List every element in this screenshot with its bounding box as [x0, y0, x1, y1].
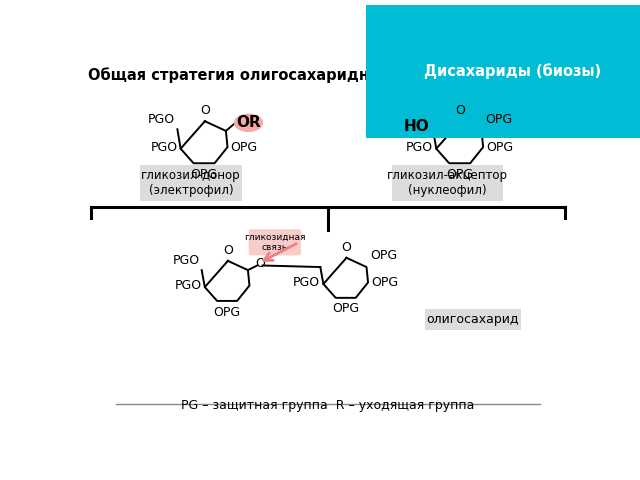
Text: PGO: PGO: [406, 141, 433, 154]
Text: OPG: OPG: [371, 250, 397, 263]
Text: PGO: PGO: [148, 113, 175, 126]
Text: OPG: OPG: [486, 141, 513, 154]
Text: OPG: OPG: [214, 306, 241, 319]
Text: Общая стратегия олигосахаридного синтеза: Общая стратегия олигосахаридного синтеза: [88, 67, 467, 83]
Text: PGO: PGO: [293, 276, 320, 289]
FancyBboxPatch shape: [140, 166, 242, 201]
Text: OPG: OPG: [230, 141, 258, 154]
Text: гликозил-акцептор
(нуклеофил): гликозил-акцептор (нуклеофил): [387, 169, 508, 197]
Text: PGO: PGO: [150, 141, 177, 154]
Text: OPG: OPG: [446, 168, 473, 181]
FancyBboxPatch shape: [249, 229, 301, 255]
Text: PGO: PGO: [172, 254, 200, 267]
FancyBboxPatch shape: [392, 166, 503, 201]
Text: O: O: [255, 257, 265, 270]
Text: O: O: [223, 244, 233, 257]
Text: Дисахариды (биозы): Дисахариды (биозы): [424, 64, 602, 80]
Text: OPG: OPG: [371, 276, 398, 289]
FancyBboxPatch shape: [425, 309, 520, 330]
Text: PGO: PGO: [175, 279, 202, 292]
Text: HO: HO: [403, 119, 429, 134]
Text: O: O: [200, 104, 210, 117]
Text: олигосахарид: олигосахарид: [426, 313, 519, 326]
Text: OR: OR: [236, 115, 261, 130]
Text: OPG: OPG: [191, 168, 218, 181]
Text: OPG: OPG: [332, 302, 359, 315]
Ellipse shape: [401, 117, 431, 135]
Text: OPG: OPG: [485, 113, 513, 126]
Ellipse shape: [234, 114, 263, 132]
Text: O: O: [456, 104, 465, 117]
Text: гликозил-донор
(электрофил): гликозил-донор (электрофил): [141, 169, 241, 197]
Text: гликозидная
связь: гликозидная связь: [244, 233, 306, 252]
Text: O: O: [342, 241, 351, 254]
Text: PG – защитная группа  R – уходящая группа: PG – защитная группа R – уходящая группа: [181, 399, 475, 412]
